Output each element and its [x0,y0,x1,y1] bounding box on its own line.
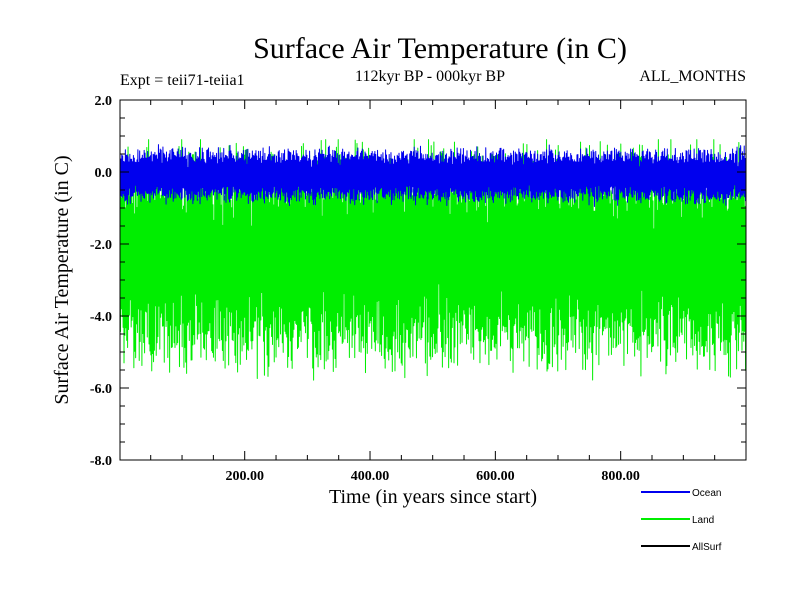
y-tick-label: 0.0 [95,166,113,181]
plot-frame [119,99,747,461]
tick-layer: 2.0 0.0 -2.0 -4.0 -6.0 -8.0 200.00 400.00 600.00… [90,94,746,484]
legend-label-land: Land [692,515,714,526]
legend: Ocean Land AllSurf [641,488,722,553]
x-tick-label: 800.00 [601,469,640,484]
x-tick-label: 200.00 [225,469,264,484]
y-axis-label: Surface Air Temperature (in C) [51,155,73,404]
series-ocean [119,144,747,208]
chart-title: Surface Air Temperature (in C) [253,32,627,65]
legend-label-allsurf: AllSurf [692,542,722,553]
y-tick-label: -6.0 [90,382,112,397]
series-layer [119,139,747,381]
experiment-label: Expt = teii71-teiia1 [120,72,245,89]
x-tick-label: 600.00 [476,469,515,484]
x-axis-label: Time (in years since start) [329,486,537,508]
y-tick-label: -2.0 [90,238,112,253]
legend-label-ocean: Ocean [692,488,721,499]
y-tick-label: -4.0 [90,310,112,325]
chart-subtitle: 112kyr BP - 000kyr BP [355,68,505,85]
y-tick-label: -8.0 [90,454,112,469]
x-tick-label: 400.00 [351,469,390,484]
y-tick-label: 2.0 [95,94,113,109]
series-land [119,139,747,381]
months-label: ALL_MONTHS [639,68,746,85]
